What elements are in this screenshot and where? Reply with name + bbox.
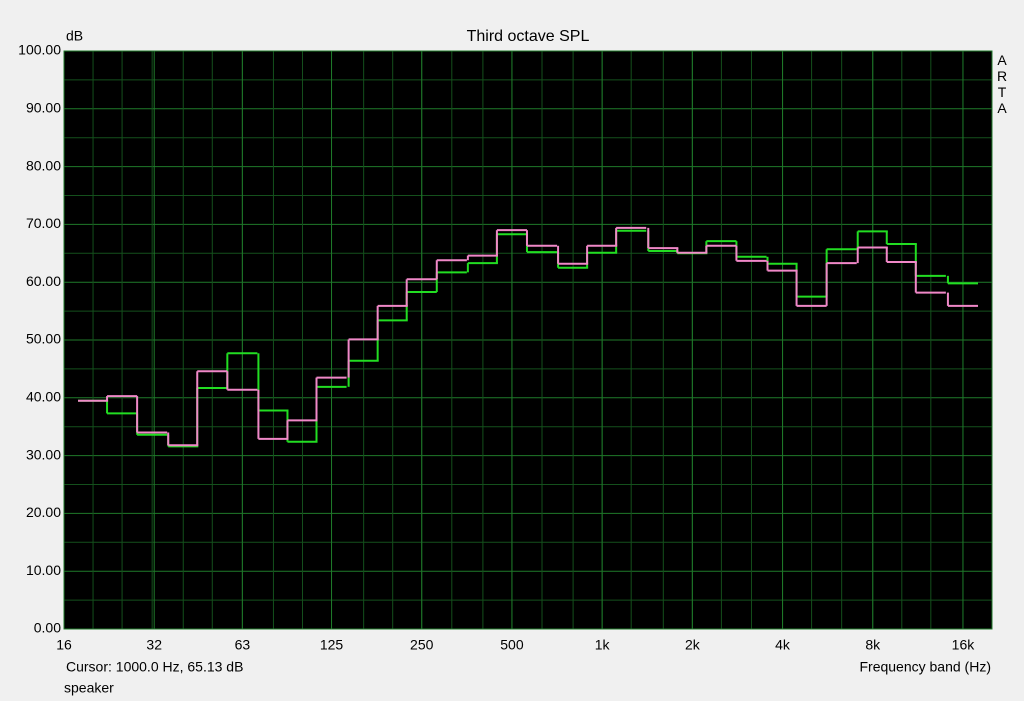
y-tick-label: 40.00	[26, 389, 61, 405]
x-tick-label: 1k	[595, 637, 611, 653]
chart-title: Third octave SPL	[467, 28, 590, 45]
y-tick-label: 30.00	[26, 446, 61, 462]
x-tick-label: 32	[146, 637, 162, 653]
plot-border	[63, 50, 993, 630]
y-tick-label: 60.00	[26, 273, 61, 289]
grid	[63, 50, 992, 630]
x-tick-label: 8k	[865, 637, 881, 653]
footer: speaker	[64, 680, 114, 696]
y-tick-label: 50.00	[26, 331, 61, 347]
x-tick-label: 125	[320, 637, 344, 653]
series-lines	[78, 226, 978, 448]
x-axis-label: Frequency band (Hz)	[859, 659, 991, 675]
y-tick-label: 0.00	[34, 620, 61, 636]
x-tick-label: 250	[410, 637, 434, 653]
brand: ARTA	[996, 52, 1008, 116]
y-tick-label: 10.00	[26, 562, 61, 578]
y-axis-label: dB	[66, 28, 83, 44]
x-tick-label: 16	[56, 637, 72, 653]
y-tick-label: 20.00	[26, 504, 61, 520]
x-tick-label: 16k	[952, 637, 976, 653]
x-tick-label: 4k	[775, 637, 791, 653]
y-tick-label: 80.00	[26, 157, 61, 173]
cursor-readout: Cursor: 1000.0 Hz, 65.13 dB	[66, 659, 243, 675]
x-tick-label: 63	[235, 637, 251, 653]
y-tick-label: 100.00	[18, 42, 61, 58]
y-tick-label: 70.00	[26, 215, 61, 231]
x-tick-label: 500	[500, 637, 524, 653]
y-tick-label: 90.00	[26, 100, 61, 116]
x-tick-label: 2k	[685, 637, 701, 653]
